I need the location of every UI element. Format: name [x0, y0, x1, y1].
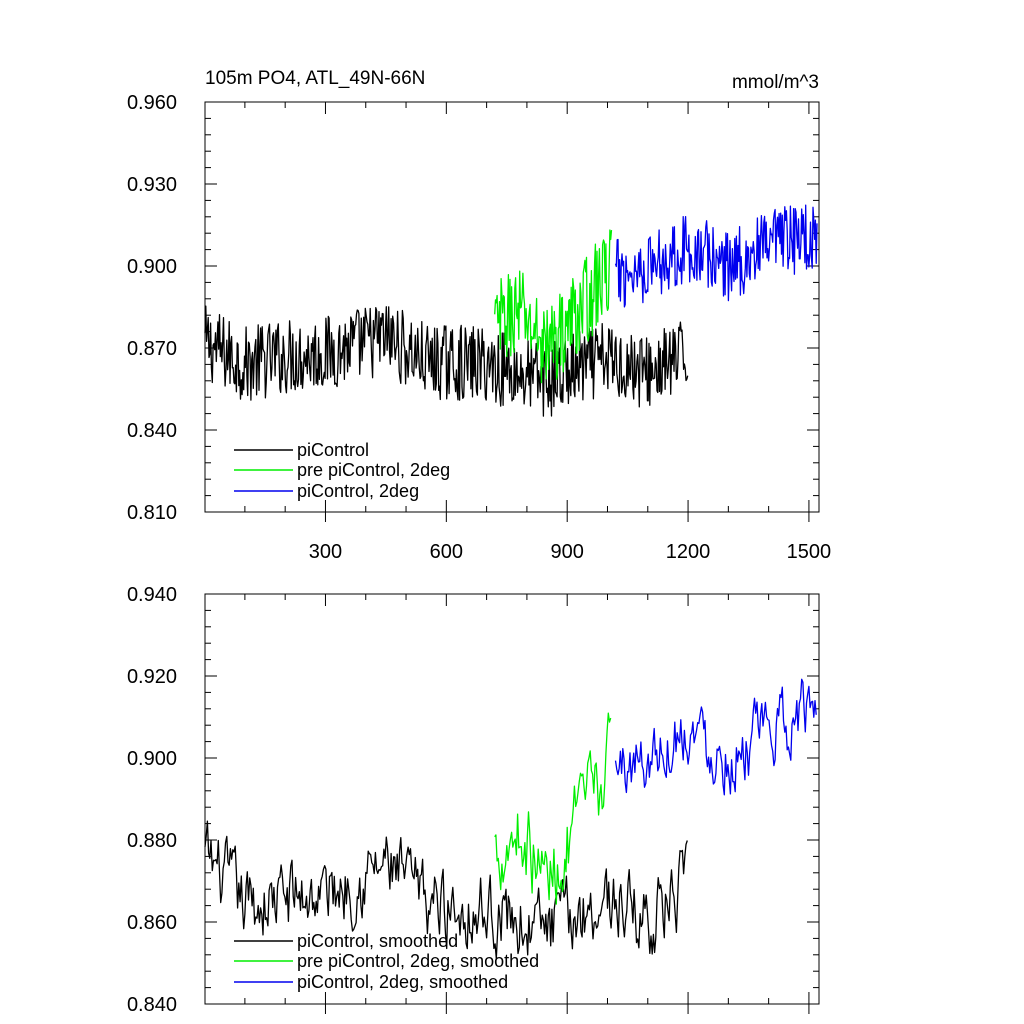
top-y-tick-label: 0.900 [127, 256, 177, 278]
top-x-tick-label: 1200 [666, 541, 711, 563]
top-legend: piControl pre piControl, 2deg piControl,… [234, 440, 450, 501]
top-y-tick-label: 0.810 [127, 502, 177, 524]
top-series [204, 204, 818, 417]
bottom-series-pre-picontrol-2deg-smoothed [494, 712, 612, 905]
legend-label-picontrol-2deg: piControl, 2deg [297, 481, 419, 501]
top-series-picontrol-2deg [614, 204, 818, 308]
top-title-right: mmol/m^3 [732, 72, 819, 93]
bottom-series-picontrol-2deg-smoothed [614, 678, 817, 796]
bottom-series [204, 678, 817, 960]
top-x-tick-label: 300 [309, 541, 342, 563]
legend-label-picontrol-2deg-smoothed: piControl, 2deg, smoothed [297, 972, 508, 992]
top-title-left: 105m PO4, ATL_49N-66N [205, 68, 425, 89]
top-y-tick-label: 0.930 [127, 174, 177, 196]
bottom-y-tick-label: 0.940 [127, 584, 177, 606]
bottom-panel: 0.840 0.860 0.880 0.900 0.920 0.940 piControl… [127, 584, 820, 1016]
bottom-legend: piControl, smoothed pre piControl, 2deg,… [234, 931, 539, 992]
bottom-y-tick-label: 0.920 [127, 666, 177, 688]
legend-label-pre-picontrol: pre piControl, 2deg [297, 460, 450, 480]
bottom-y-tick-label: 0.860 [127, 912, 177, 934]
top-y-tick-label: 0.840 [127, 420, 177, 442]
top-x-tick-label: 600 [430, 541, 463, 563]
top-series-pre-picontrol-2deg [494, 229, 613, 384]
bottom-plot-frame [204, 593, 820, 1005]
legend-label-picontrol-smoothed: piControl, smoothed [297, 931, 458, 951]
bottom-series-picontrol-smoothed [204, 820, 688, 960]
bottom-y-tick-label: 0.840 [127, 994, 177, 1016]
top-x-tick-label: 1500 [787, 541, 832, 563]
top-x-tick-label: 900 [551, 541, 584, 563]
top-plot-frame [204, 101, 820, 513]
top-series-picontrol [204, 305, 689, 417]
legend-label-pre-picontrol-smoothed: pre piControl, 2deg, smoothed [297, 951, 539, 971]
top-panel: 105m PO4, ATL_49N-66N mmol/m^3 0.810 0.84… [127, 68, 831, 563]
bottom-axis-ticks: 0.840 0.860 0.880 0.900 0.920 0.940 [127, 584, 819, 1016]
legend-label-picontrol: piControl [297, 440, 369, 460]
bottom-y-tick-label: 0.900 [127, 748, 177, 770]
top-y-tick-label: 0.960 [127, 92, 177, 114]
top-y-tick-label: 0.870 [127, 338, 177, 360]
top-axis-ticks: 0.810 0.840 0.870 0.900 0.930 0.960 300 600 900 1… [127, 92, 831, 563]
bottom-y-tick-label: 0.880 [127, 830, 177, 852]
